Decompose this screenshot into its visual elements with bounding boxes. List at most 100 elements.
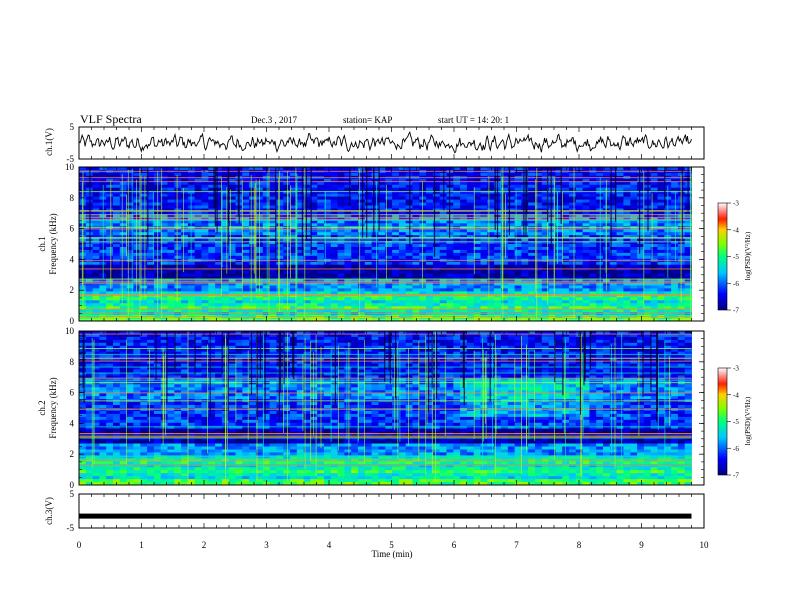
spectrogram-cell bbox=[296, 190, 304, 195]
spectrogram-cell bbox=[126, 190, 134, 195]
spectrogram-cell bbox=[494, 264, 502, 269]
spectrogram-cell bbox=[432, 241, 441, 245]
spectrogram-cell bbox=[364, 247, 372, 251]
spectrogram-cell bbox=[324, 172, 332, 177]
spectrogram-cell bbox=[630, 331, 638, 335]
spectrogram-cell bbox=[439, 276, 447, 280]
spectrogram-cell bbox=[167, 241, 175, 245]
spectrogram-cell bbox=[460, 300, 468, 304]
spectrogram-cell bbox=[310, 303, 318, 307]
spectrogram-cell bbox=[160, 214, 168, 218]
spectrogram-cell bbox=[201, 252, 209, 257]
spectrogram-cell bbox=[147, 285, 155, 289]
spectrogram-gap-line bbox=[494, 167, 496, 230]
spectrogram-cell bbox=[290, 167, 298, 171]
spectrogram-cell bbox=[514, 223, 522, 227]
spectrogram-cell bbox=[582, 309, 590, 313]
spectrogram-cell bbox=[344, 199, 352, 203]
spectrogram-cell bbox=[555, 205, 563, 209]
spectrogram-cell bbox=[432, 285, 441, 289]
spectrogram-cell bbox=[650, 199, 658, 203]
spectrogram-cell bbox=[630, 300, 638, 304]
spectrogram-cell bbox=[147, 334, 155, 338]
spectrogram-cell bbox=[575, 238, 583, 242]
spectrogram-cell bbox=[378, 199, 386, 203]
spectrogram-sferic-line bbox=[500, 169, 502, 315]
spectrogram-cell bbox=[466, 297, 475, 301]
spectrogram-cell bbox=[609, 205, 617, 209]
spectrogram-cell bbox=[208, 267, 216, 272]
spectrogram-cell bbox=[412, 331, 420, 335]
spectrogram-cell bbox=[535, 199, 543, 203]
spectrogram-cell bbox=[249, 273, 257, 277]
spectrogram-cell bbox=[562, 252, 570, 257]
spectrogram-cell bbox=[548, 190, 556, 195]
spectrogram-cell bbox=[358, 297, 366, 301]
spectrogram-cell bbox=[269, 184, 277, 189]
spectrogram-cell bbox=[589, 291, 597, 295]
spectrogram-cell bbox=[174, 255, 182, 260]
spectrogram-cell bbox=[262, 247, 270, 251]
spectrogram-cell bbox=[392, 288, 400, 292]
spectrogram-cell bbox=[419, 306, 427, 310]
spectrogram-cell bbox=[174, 214, 182, 218]
spectrogram-cell bbox=[290, 288, 298, 292]
spectrogram-cell bbox=[269, 181, 277, 186]
spectrogram-cell bbox=[466, 232, 475, 236]
spectrogram-cell bbox=[623, 303, 631, 307]
spectrogram-cell bbox=[473, 255, 481, 260]
spectrogram-cell bbox=[215, 273, 223, 277]
spectrogram-cell bbox=[242, 282, 250, 286]
spectrogram-cell bbox=[351, 303, 359, 307]
spectrogram-cell bbox=[228, 264, 236, 269]
spectrogram-cell bbox=[208, 331, 216, 335]
spectrogram-cell bbox=[269, 226, 277, 230]
spectrogram-cell bbox=[181, 184, 189, 189]
spectrogram-cell bbox=[147, 181, 155, 186]
spectrogram-cell bbox=[113, 247, 121, 251]
spectrogram-cell bbox=[466, 264, 475, 269]
spectrogram-cell bbox=[201, 312, 209, 316]
spectrogram-cell bbox=[351, 244, 359, 248]
spectrogram-cell bbox=[569, 297, 577, 301]
spectrogram-cell bbox=[201, 306, 209, 310]
spectrogram-cell bbox=[106, 291, 114, 295]
spectrogram-cell bbox=[630, 282, 638, 286]
spectrogram-cell bbox=[317, 312, 325, 316]
spectrogram-cell bbox=[160, 288, 168, 292]
spectrogram-cell bbox=[378, 193, 386, 198]
spectrogram-cell bbox=[535, 223, 543, 227]
spectrogram-cell bbox=[466, 172, 475, 177]
spectrogram-cell bbox=[324, 303, 332, 307]
spectrogram-cell bbox=[575, 196, 583, 200]
spectrogram-cell bbox=[650, 232, 658, 236]
spectrogram-cell bbox=[140, 205, 148, 209]
spectrogram-cell bbox=[616, 244, 624, 248]
spectrogram-cell bbox=[460, 252, 468, 257]
spectrogram-cell bbox=[541, 288, 549, 292]
spectrogram-cell bbox=[432, 309, 441, 313]
spectrogram-cell bbox=[303, 193, 311, 198]
spectrogram-cell bbox=[303, 214, 311, 218]
spectrogram-cell bbox=[296, 226, 304, 230]
spectrogram-cell bbox=[596, 167, 604, 171]
spectrogram-cell bbox=[351, 282, 359, 286]
spectrogram-cell bbox=[500, 264, 509, 269]
spectrogram-cell bbox=[548, 202, 556, 206]
spectrogram-cell bbox=[310, 229, 318, 233]
spectrogram-cell bbox=[555, 172, 563, 177]
spectrogram-cell bbox=[119, 273, 127, 277]
spectrogram-cell bbox=[324, 267, 332, 272]
spectrogram-cell bbox=[412, 244, 420, 248]
spectrogram-cell bbox=[147, 205, 155, 209]
spectrogram-cell bbox=[153, 331, 162, 335]
spectrogram-cell bbox=[344, 211, 352, 215]
spectrogram-cell bbox=[616, 291, 624, 295]
spectrogram-cell bbox=[630, 235, 638, 239]
spectrogram-cell bbox=[174, 261, 182, 266]
spectrogram-cell bbox=[262, 297, 270, 301]
spectrogram-cell bbox=[249, 229, 257, 233]
spectrogram-cell bbox=[221, 172, 230, 177]
spectrogram-cell bbox=[446, 279, 454, 283]
spectrogram-cell bbox=[194, 255, 202, 260]
